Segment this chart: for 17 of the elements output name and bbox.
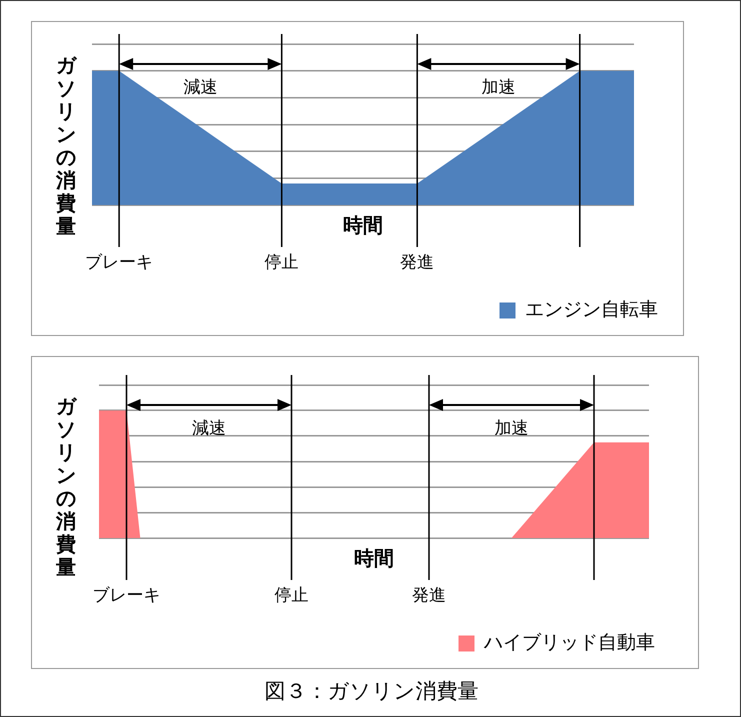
x-tick-label: 発進 [412, 586, 446, 606]
legend-label: エンジン自転車 [525, 298, 658, 320]
annotation: 減速 [192, 418, 226, 438]
x-axis-title: 時間 [354, 546, 394, 570]
annotation: 加速 [482, 77, 516, 98]
y-axis-title: ガソリンの消費量 [54, 53, 78, 238]
caption: 図３：ガソリン消費量 [264, 678, 480, 705]
x-tick-label: 発進 [400, 252, 434, 273]
y-axis-title: ガソリンの消費量 [54, 394, 78, 579]
annotation: 加速 [494, 418, 528, 438]
x-tick-label: 停止 [274, 586, 308, 606]
x-axis-title: 時間 [343, 213, 383, 238]
legend-label: ハイブリッド自動車 [483, 631, 655, 654]
annotation: 減速 [183, 77, 218, 98]
x-tick-label: ブレーキ [85, 252, 154, 273]
x-tick-label: 停止 [264, 252, 299, 273]
x-tick-label: ブレーキ [92, 586, 160, 606]
